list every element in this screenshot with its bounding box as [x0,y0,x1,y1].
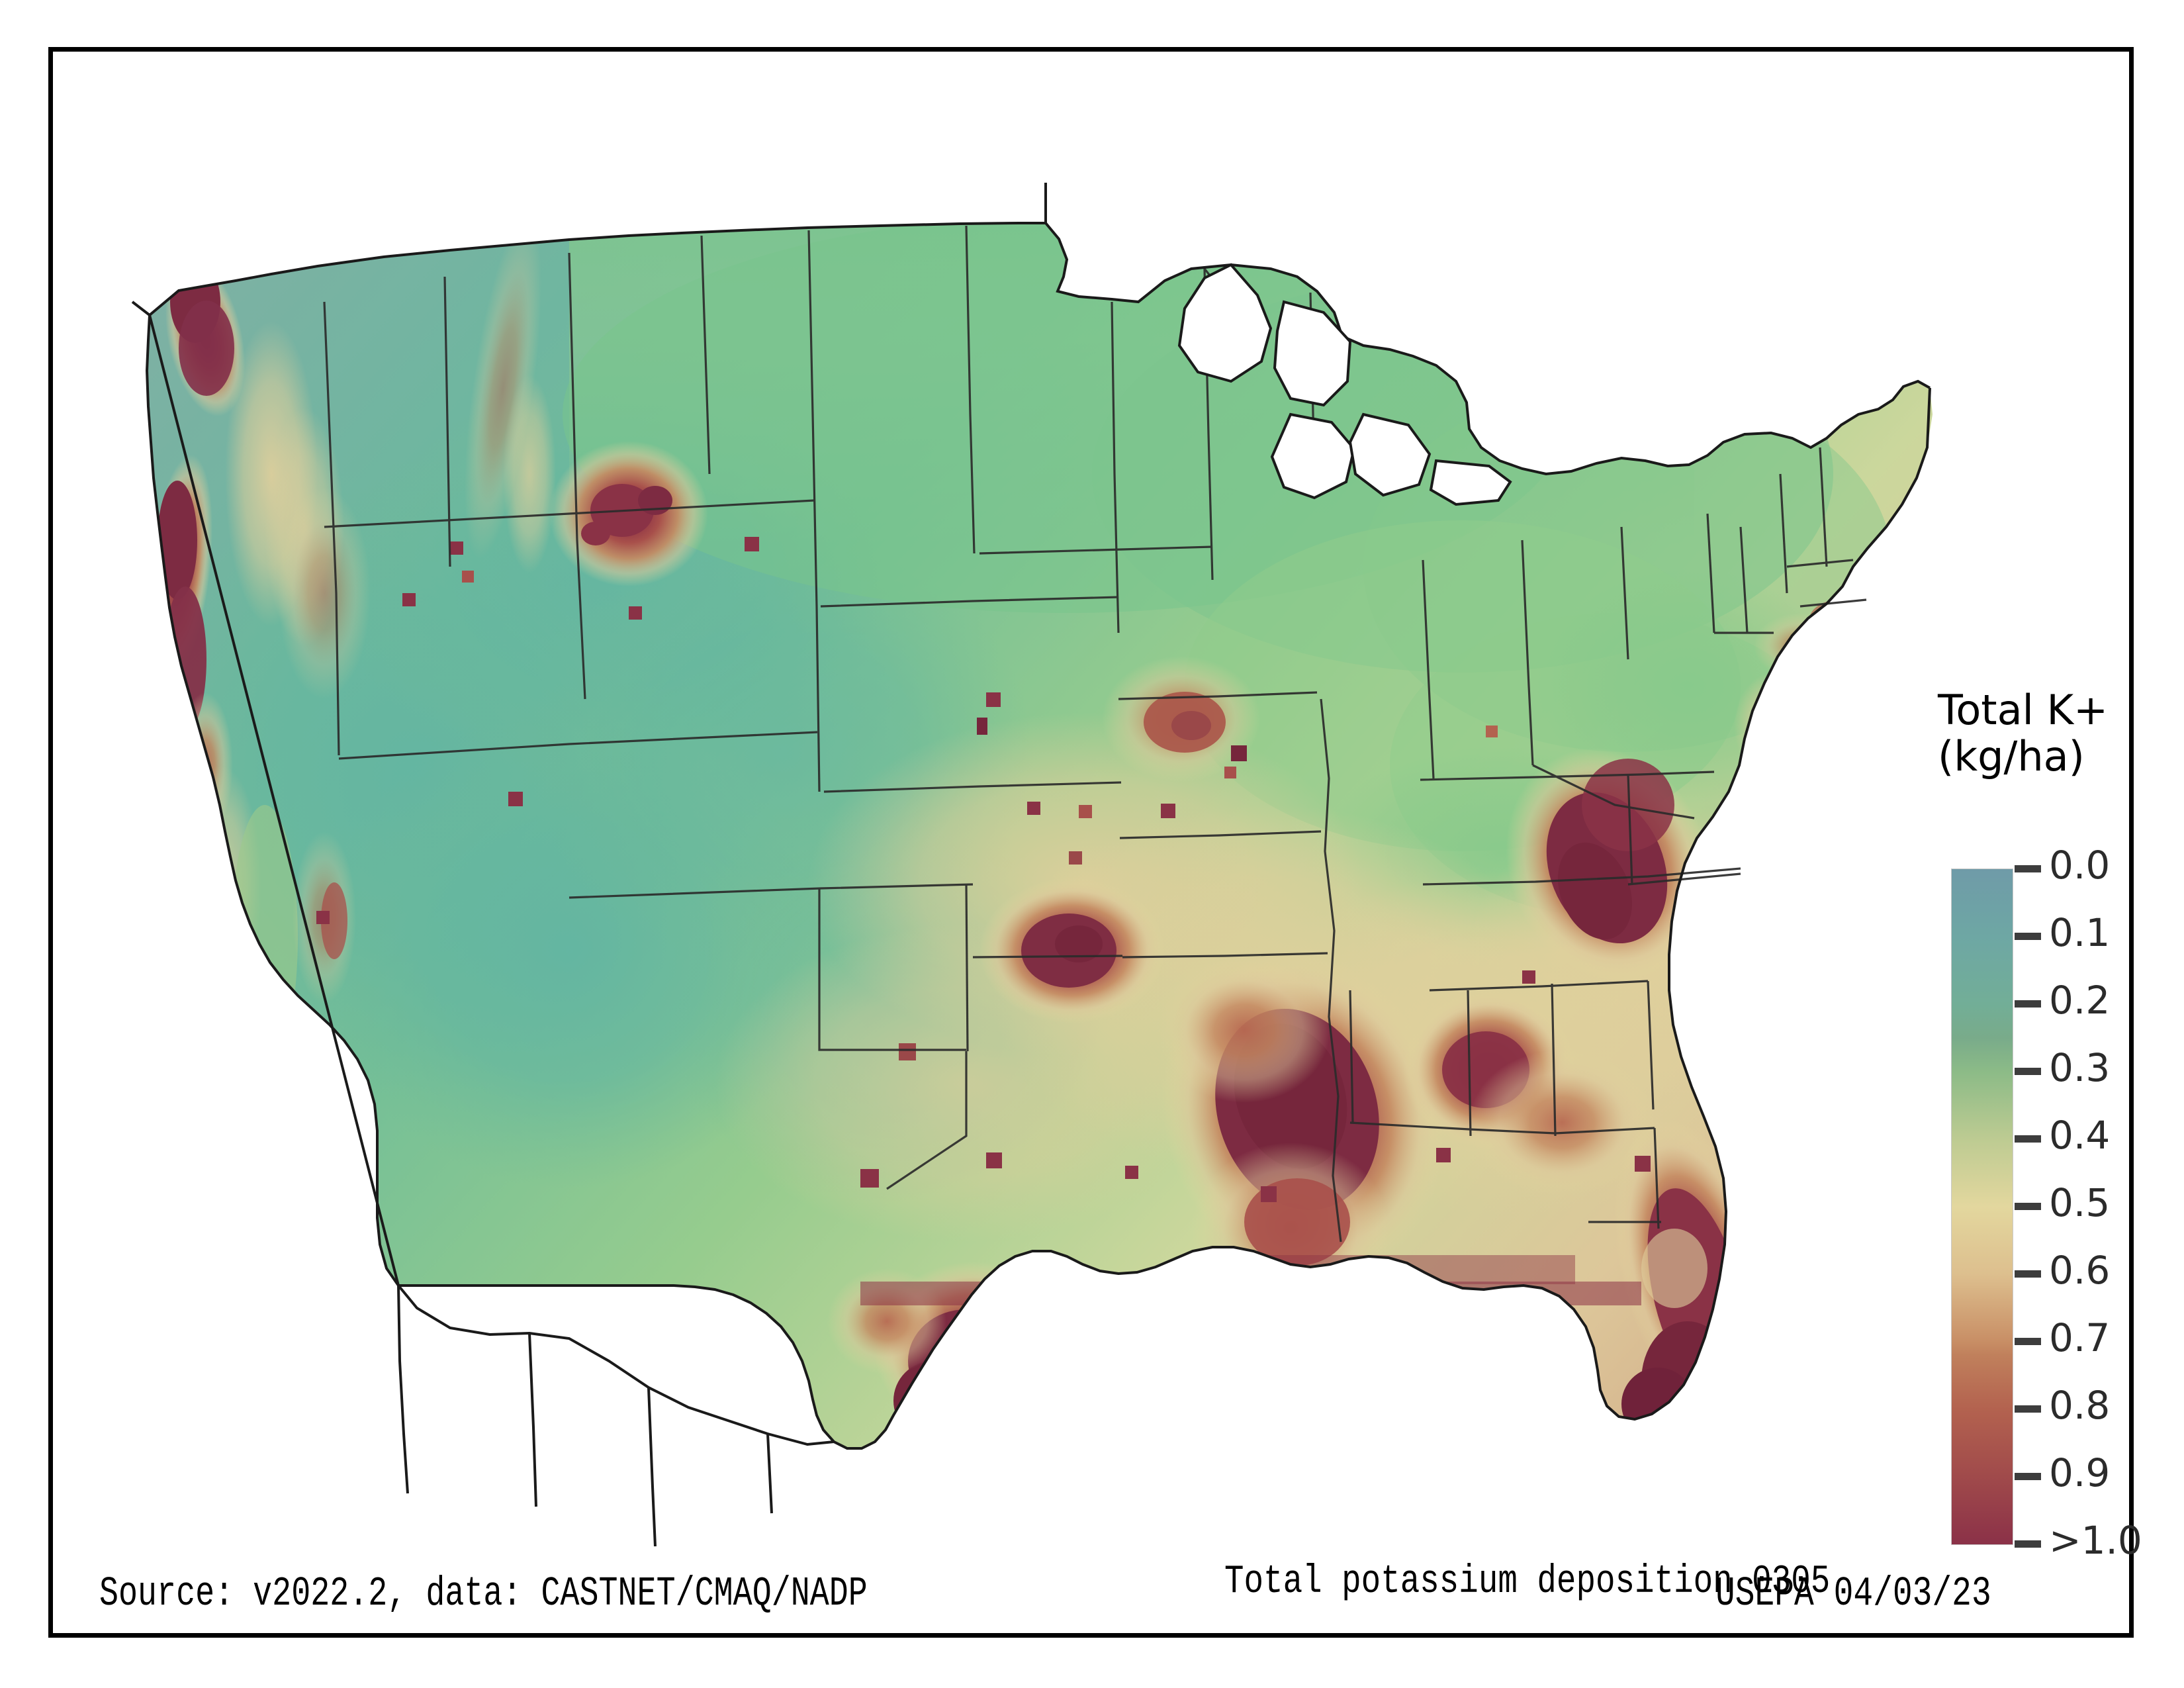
figure-frame: Total K+ (kg/ha) 0.0 0.1 0.2 0.3 0.4 0.5… [48,47,2142,1638]
agency-date-caption: USEPA 04/03/23 [1715,1570,1991,1617]
legend-title: Total K+ (kg/ha) [1938,686,2109,780]
colorbar-tick-4 [2015,1135,2041,1143]
national-outline [131,183,1931,1546]
state-boundaries [323,225,1867,1243]
us-deposition-map [106,103,1933,1546]
colorbar-tick-6 [2015,1270,2041,1278]
colorbar-tick-2 [2015,1000,2041,1008]
colorbar-label-1: 0.1 [2049,910,2111,955]
map-title-caption: Total potassium deposition 0305 [1224,1560,1831,1605]
colorbar-tick-0 [2015,865,2041,872]
colorbar-tick-5 [2015,1203,2041,1210]
colorbar-tick-1 [2015,933,2041,940]
colorbar-tick-8 [2015,1405,2041,1413]
colorbar-label-2: 0.2 [2049,978,2111,1023]
colorbar-tick-10 [2015,1540,2041,1548]
point-sources [316,537,1733,1227]
map-canvas [106,103,1933,1546]
colorbar-label-4: 0.4 [2049,1113,2111,1158]
colorbar-label-7: 0.7 [2049,1315,2111,1360]
colorbar-label-3: 0.3 [2049,1045,2111,1090]
colorbar-tick-7 [2015,1338,2041,1345]
source-caption: Source: v2022.2, data: CASTNET/CMAQ/NADP [99,1570,868,1617]
colorbar-label-9: 0.9 [2049,1450,2111,1495]
colorbar-tick-3 [2015,1068,2041,1075]
colorbar-label-10: >1.0 [2049,1518,2142,1563]
colorbar-label-8: 0.8 [2049,1383,2111,1428]
colorbar-wrapper: 0.0 0.1 0.2 0.3 0.4 0.5 0.6 0.7 0.8 0. [1951,846,2169,1560]
colorbar-label-6: 0.6 [2049,1248,2111,1293]
colorbar-legend: Total K+ (kg/ha) 0.0 0.1 0.2 0.3 0.4 0.5… [1899,687,2177,1561]
colorbar-label-0: 0.0 [2049,843,2111,888]
colorbar-label-5: 0.5 [2049,1180,2111,1225]
colorbar-gradient[interactable] [1951,868,2013,1545]
colorbar-tick-9 [2015,1473,2041,1480]
